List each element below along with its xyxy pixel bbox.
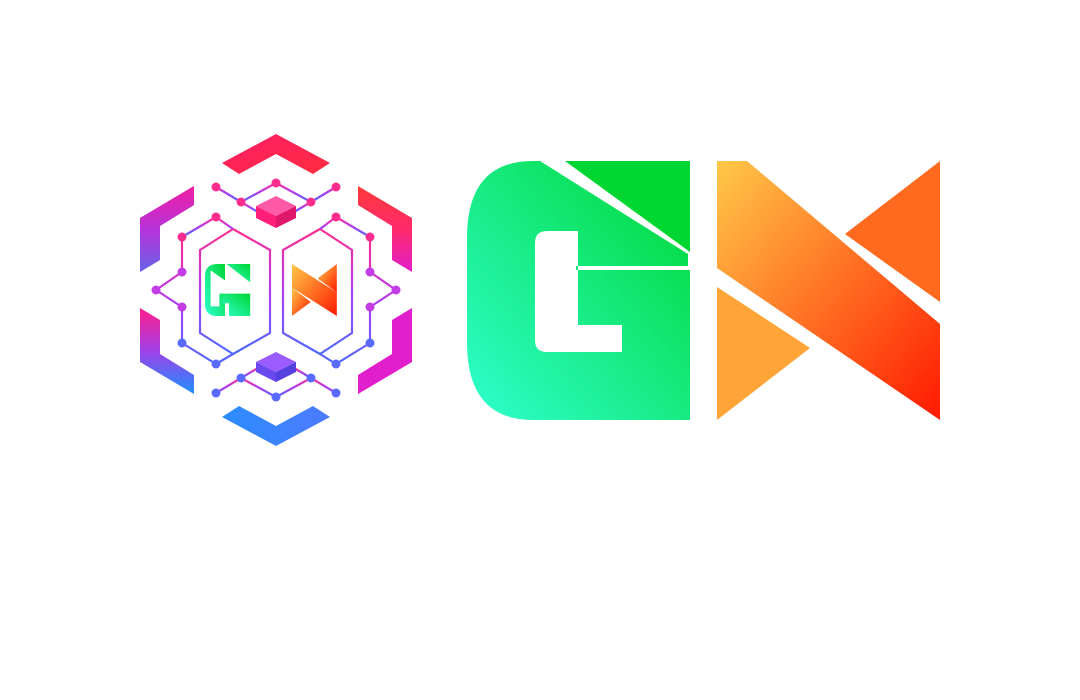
wordmark-g bbox=[467, 161, 690, 420]
emblem-n-icon bbox=[292, 264, 337, 316]
wordmark-n-upper-right bbox=[845, 161, 940, 302]
cube-top bbox=[256, 196, 296, 228]
hexagon-frame bbox=[140, 134, 412, 446]
hex-segment-top bbox=[222, 134, 330, 174]
hex-segment-bottom bbox=[222, 406, 330, 446]
wordmark-g-top bbox=[565, 161, 690, 252]
wordmark-g-body bbox=[467, 161, 690, 420]
wordmark-n bbox=[717, 161, 940, 420]
network-nodes bbox=[151, 178, 401, 402]
wordmark-n-lower-left bbox=[717, 287, 810, 420]
hex-segment-upper-right bbox=[358, 186, 412, 272]
hex-segment-lower-right bbox=[358, 308, 412, 394]
hex-segment-lower-left bbox=[140, 308, 194, 394]
cube-bottom bbox=[256, 352, 296, 382]
gn-wordmark-icon bbox=[467, 161, 940, 420]
hexagon-network-icon bbox=[140, 134, 412, 446]
wordmark-n-diagonal bbox=[717, 161, 940, 420]
hex-segment-upper-left-shade bbox=[140, 186, 194, 272]
emblem-g-icon bbox=[205, 264, 251, 316]
